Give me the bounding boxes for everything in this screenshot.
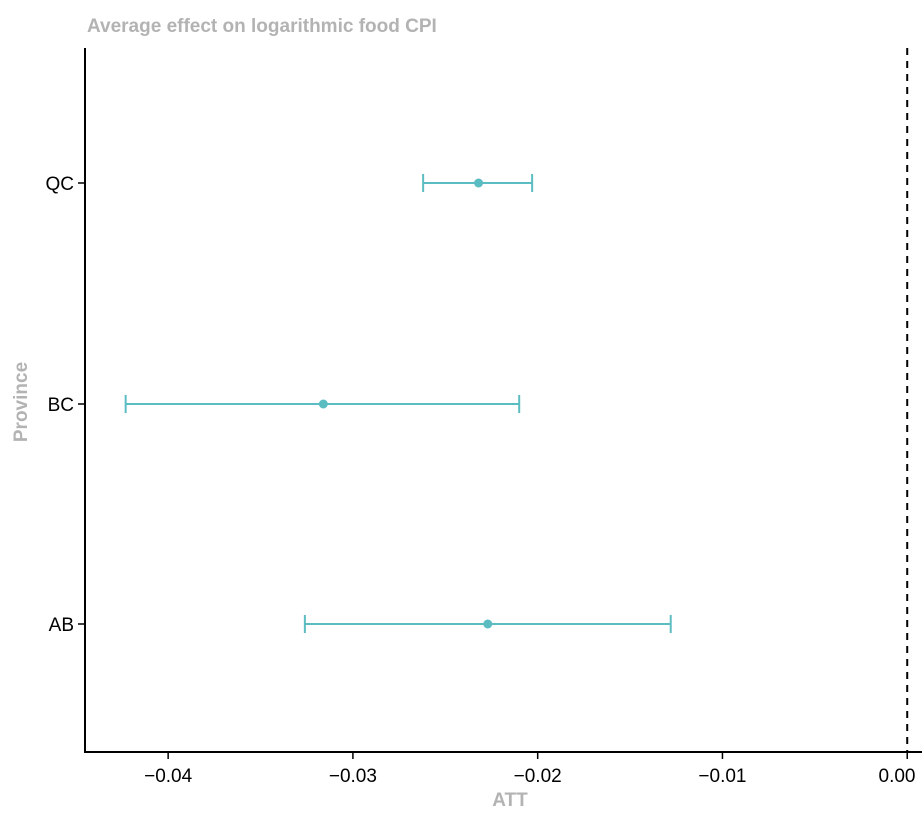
estimate-point — [318, 399, 328, 409]
y-tick-label: QC — [46, 174, 75, 195]
plot-area: −0.04 −0.03 −0.02 −0.01 0.00 QC BC AB — [46, 48, 922, 787]
y-tick-label: BC — [48, 395, 74, 416]
x-tick-label: −0.04 — [144, 766, 193, 787]
estimate-point — [483, 619, 493, 629]
x-tick-label: −0.02 — [514, 766, 562, 787]
x-tick-label: −0.03 — [329, 766, 377, 787]
y-tick-label: AB — [49, 615, 74, 636]
chart-title: Average effect on logarithmic food CPI — [87, 16, 437, 37]
y-axis-label: Province — [11, 362, 32, 442]
estimate-point — [474, 178, 484, 188]
x-axis-label: ATT — [492, 790, 528, 811]
x-tick-label: 0.00 — [879, 766, 916, 787]
x-tick-label: −0.01 — [698, 766, 746, 787]
